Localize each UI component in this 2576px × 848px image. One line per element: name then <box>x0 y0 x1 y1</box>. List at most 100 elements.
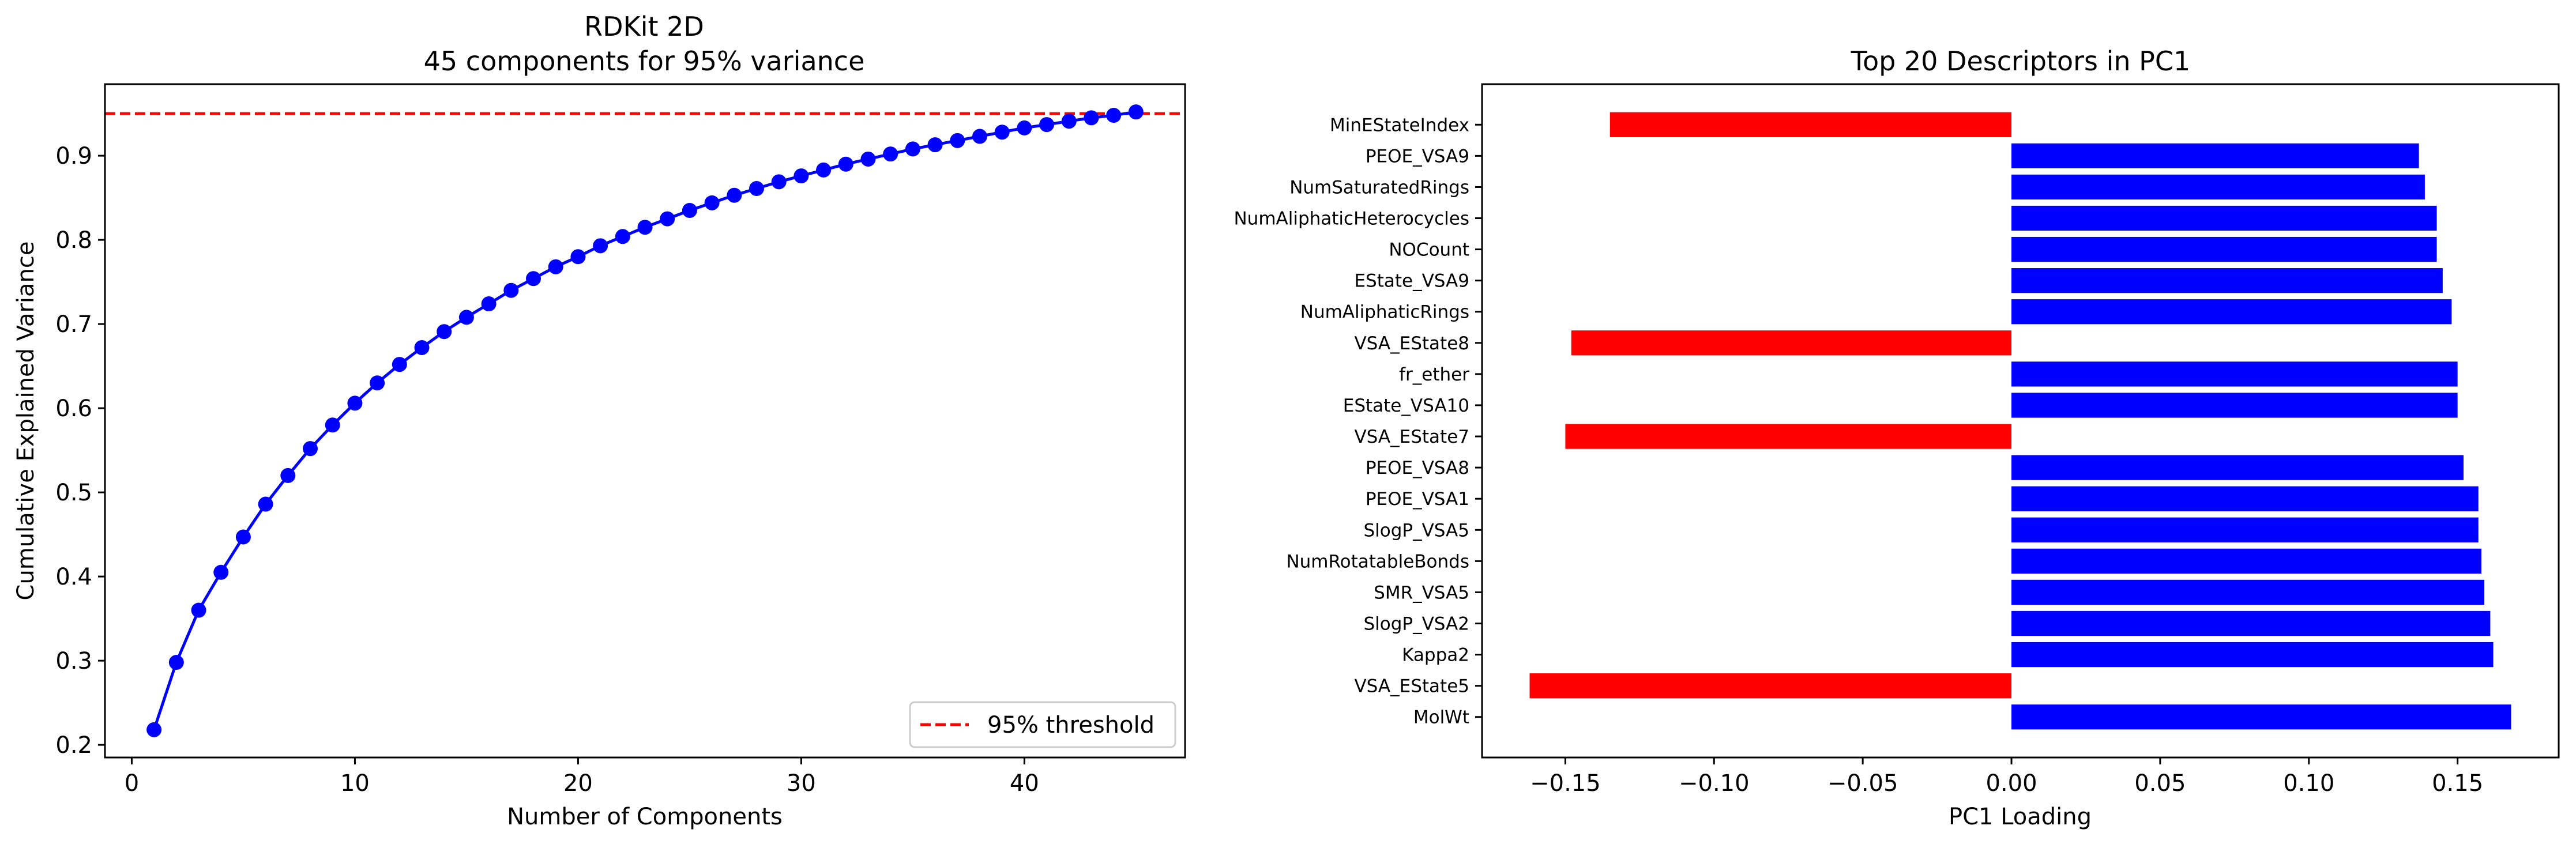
variance-point <box>548 259 563 274</box>
loading-bar <box>2011 174 2425 200</box>
variance-point <box>303 441 318 457</box>
x-tick-label: −0.05 <box>1827 770 1898 797</box>
variance-point <box>794 168 809 184</box>
x-tick-label: 0.15 <box>2432 770 2483 797</box>
variance-point <box>503 282 519 298</box>
x-tick-label: 30 <box>787 770 816 797</box>
loading-bar <box>1609 112 2012 137</box>
loading-bar <box>2011 610 2491 636</box>
descriptor-label: SlogP_VSA2 <box>1363 613 1469 634</box>
descriptor-label: SlogP_VSA5 <box>1363 520 1469 541</box>
variance-point <box>481 296 497 312</box>
x-tick-label: 10 <box>340 770 370 797</box>
loading-bar <box>2011 299 2452 325</box>
variance-point <box>816 162 832 178</box>
descriptor-label: MolWt <box>1413 707 1469 728</box>
plot-marks <box>105 104 1185 737</box>
x-tick-label: −0.10 <box>1679 770 1750 797</box>
descriptor-label: NumRotatableBonds <box>1286 551 1469 572</box>
descriptor-label: VSA_EState8 <box>1354 333 1469 354</box>
variance-point <box>347 395 363 411</box>
y-tick-label: 0.7 <box>55 311 92 338</box>
x-tick-label: 0.10 <box>2283 770 2334 797</box>
y-tick-label: 0.9 <box>55 143 92 169</box>
variance-point <box>168 655 184 670</box>
variance-point <box>370 375 385 391</box>
variance-point <box>213 564 229 580</box>
variance-point <box>1106 108 1122 123</box>
variance-point <box>749 181 764 197</box>
descriptor-label: MinEStateIndex <box>1330 115 1469 135</box>
chart-title-line-1: RDKit 2D <box>584 11 704 42</box>
chart-title: Top 20 Descriptors in PC1 <box>1851 46 2191 77</box>
descriptor-label: PEOE_VSA9 <box>1366 146 1469 167</box>
y-tick-label: 0.8 <box>55 227 92 254</box>
loading-bar <box>2011 361 2458 387</box>
loading-bar <box>2011 517 2479 542</box>
variance-point <box>950 133 965 148</box>
legend-box <box>909 701 1176 748</box>
chart-title-line-2: 45 components for 95% variance <box>424 46 865 77</box>
x-tick-label: −0.15 <box>1530 770 1601 797</box>
variance-point <box>771 174 787 190</box>
loading-bar <box>2011 486 2479 511</box>
y-tick-label: 0.6 <box>55 395 92 422</box>
axis-ticks: 0 10 20 30 40 0.2 0.3 0.4 0.5 0.6 0.7 0.8 0.9 <box>55 143 1039 797</box>
loading-bar <box>2011 642 2494 668</box>
loading-bar <box>2011 236 2437 262</box>
variance-point <box>1084 110 1099 126</box>
variance-point <box>437 324 452 340</box>
descriptor-label: NumAliphaticRings <box>1300 302 1469 323</box>
variance-point <box>146 722 162 737</box>
x-tick-label: 0.05 <box>2134 770 2186 797</box>
variance-series-line <box>152 110 1137 730</box>
descriptor-label: VSA_EState5 <box>1354 676 1469 697</box>
loading-bar <box>2011 548 2481 574</box>
variance-point <box>414 340 430 355</box>
descriptor-label: VSA_EState7 <box>1354 427 1469 447</box>
y-tick-label: 0.5 <box>55 480 92 506</box>
descriptor-label: NumSaturatedRings <box>1289 177 1469 198</box>
variance-point <box>1017 120 1032 135</box>
loading-bar <box>2011 268 2443 293</box>
variance-point <box>570 249 586 265</box>
descriptor-label: PEOE_VSA8 <box>1366 458 1469 478</box>
descriptor-label: NumAliphaticHeterocycles <box>1234 209 1469 229</box>
x-tick-label: 0 <box>125 770 139 797</box>
cumulative-variance-chart: RDKit 2D 45 components for 95% variance … <box>13 11 1186 830</box>
loading-bar <box>1529 673 2012 699</box>
variance-point <box>280 468 296 483</box>
variance-point <box>727 187 742 203</box>
x-tick-label: 40 <box>1010 770 1039 797</box>
y-tick-label: 0.2 <box>55 732 92 759</box>
descriptor-label: EState_VSA9 <box>1354 271 1469 292</box>
variance-point <box>704 195 720 210</box>
descriptor-label: NOCount <box>1389 240 1469 261</box>
loading-bar <box>2011 455 2464 480</box>
variance-point <box>682 203 697 218</box>
loading-bar <box>1571 330 2012 356</box>
variance-point <box>838 156 853 172</box>
y-tick-label: 0.3 <box>55 648 92 674</box>
x-tick-label: 0.00 <box>1985 770 2037 797</box>
variance-point <box>972 129 987 144</box>
variance-point <box>994 125 1010 140</box>
loading-bar <box>2011 143 2419 168</box>
variance-point <box>1061 114 1077 129</box>
descriptor-label: PEOE_VSA1 <box>1366 489 1469 510</box>
plot-area-frame <box>104 83 1186 759</box>
variance-point <box>191 602 206 618</box>
x-axis-label: Number of Components <box>507 804 783 830</box>
legend-threshold-label: 95% threshold <box>987 712 1155 738</box>
variance-point <box>615 229 630 244</box>
variance-point <box>235 529 251 545</box>
descriptor-label: fr_ether <box>1399 364 1469 385</box>
descriptor-label: SMR_VSA5 <box>1374 582 1469 603</box>
y-axis-label: Cumulative Explained Variance <box>13 242 39 601</box>
loading-bar <box>2011 704 2511 730</box>
loading-bar <box>2011 205 2437 231</box>
descriptor-label: EState_VSA10 <box>1343 395 1469 416</box>
variance-point <box>637 220 653 235</box>
x-axis-label: PC1 Loading <box>1949 804 2092 830</box>
